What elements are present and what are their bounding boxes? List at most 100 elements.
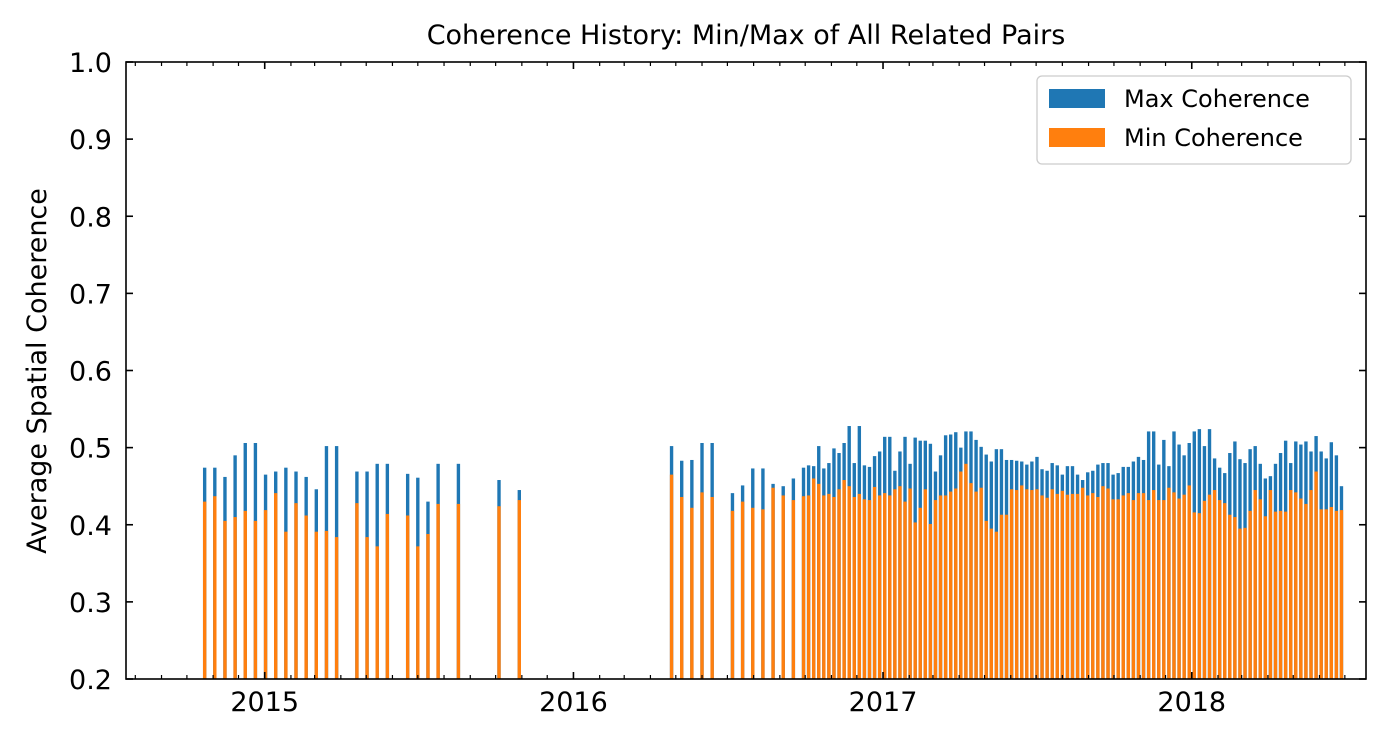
bar-min [1146,500,1151,679]
bar-min [1334,510,1339,679]
bar-min [872,486,877,679]
bar-min [974,491,978,679]
bar-min [862,499,867,679]
bar-min [771,487,775,679]
y-tick-label: 0.7 [69,279,112,310]
bar-min [1035,489,1039,679]
bar-min [1243,527,1247,679]
x-tick-label: 2018 [1157,687,1226,718]
y-tick-label: 1.0 [69,48,112,79]
bar-min [903,501,907,679]
y-tick-label: 0.2 [69,665,112,696]
y-tick-label: 0.6 [69,357,112,388]
bar-min [913,522,917,679]
bar-min [1055,493,1059,679]
bar-min [1253,490,1257,679]
y-tick-label: 0.5 [69,434,112,465]
plot-frame [125,61,1367,680]
y-tick-label: 0.4 [69,511,112,542]
bar-min [1162,500,1166,679]
bar-min [989,528,993,679]
bar-min [837,489,841,679]
bar-min [284,531,288,679]
bar-min [324,530,329,679]
x-tick-label: 2016 [539,687,608,718]
y-tick-label: 0.9 [69,125,112,156]
bar-min [1309,490,1313,679]
bar-min [918,507,922,679]
legend-swatch-max [1049,89,1105,108]
bar-min [223,520,227,679]
bar-min [877,495,882,679]
bar-min [1080,487,1085,679]
bar-min [832,496,836,679]
bar-min [1283,511,1288,679]
bar-min [730,510,735,679]
bar-min [867,500,872,679]
bar-min [949,491,953,679]
bar-min [761,509,765,679]
bar-min [999,514,1004,679]
bar-min [1025,489,1029,679]
bar-min [1182,494,1186,679]
bar-min [669,474,674,679]
bar-min [994,531,999,679]
bar-min [857,493,862,679]
bar-min [497,506,501,679]
bar-min [908,488,912,679]
bar-min [253,520,258,679]
bar-min [1075,493,1080,679]
bar-min [1014,490,1019,679]
bar-min [781,495,785,679]
bar-min [1167,487,1171,679]
bar-min [517,500,521,679]
bar-min [817,483,821,679]
bar-min [1339,510,1344,679]
bar-min [1212,490,1217,679]
bar-min [898,486,902,679]
bar-min [1116,499,1120,679]
bar-min [928,523,933,679]
bar-min [1111,499,1115,679]
bar-min [1294,492,1298,679]
bar-min [1177,498,1181,679]
bar-min [710,496,714,679]
y-tick-label: 0.8 [69,202,112,233]
bar-min [213,496,217,679]
bar-min [1258,499,1262,679]
bar-min [1157,500,1161,679]
bar-min [1121,495,1125,679]
bar-min [806,495,811,679]
bar-min [1086,495,1090,679]
bar-min [969,483,973,679]
bar-min [1187,485,1191,679]
bar-min [233,517,237,679]
bar-min [1233,517,1237,679]
bar-min [1314,471,1318,679]
bar-min [1004,514,1009,679]
bar-min [1319,509,1323,679]
bar-min [314,531,318,679]
bar-min [1289,490,1293,679]
bar-min [1273,511,1278,679]
legend-swatch-min [1049,128,1105,147]
bar-min [1248,510,1252,679]
bar-min [426,534,430,679]
bar-min [405,515,410,679]
bar-min [263,510,268,679]
bar-min [827,493,831,679]
bar-min [1045,497,1049,679]
bar-min [690,507,694,679]
bar-min [700,492,704,679]
bar-min [1268,490,1273,679]
bar-min [1030,490,1034,679]
bar-min [1131,500,1136,679]
bar-min [1304,503,1308,679]
bar-min [1207,494,1212,679]
bar-min [1152,490,1156,679]
bar-min [294,503,298,679]
legend-box [1036,75,1352,165]
bar-min [1238,528,1242,679]
x-tick-label: 2017 [849,687,918,718]
